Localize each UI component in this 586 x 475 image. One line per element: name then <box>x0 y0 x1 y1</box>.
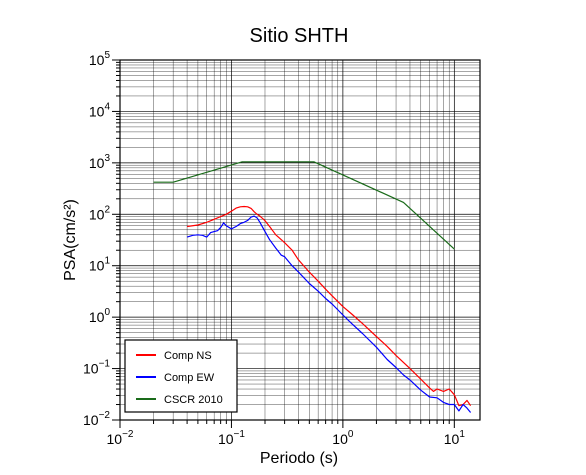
x-tick-label: 100 <box>332 429 354 447</box>
x-tick-label: 10−2 <box>107 429 134 447</box>
legend-label: Comp NS <box>164 350 212 362</box>
y-tick-label: 10−2 <box>83 410 110 428</box>
x-tick-label: 10−1 <box>218 429 245 447</box>
series-line-comp-ew <box>186 215 472 413</box>
y-tick-label: 104 <box>89 101 111 119</box>
y-tick-label: 102 <box>89 204 111 222</box>
y-tick-label: 103 <box>89 153 111 171</box>
x-tick-label: 101 <box>444 429 466 447</box>
series-line-comp-ns <box>187 205 472 407</box>
y-tick-label: 10−1 <box>83 359 110 377</box>
y-axis-label: PSA(cm/s²) <box>62 199 79 281</box>
plot-frame <box>119 59 481 421</box>
series-lines <box>153 161 472 413</box>
series-line-cscr-2010 <box>153 161 455 250</box>
x-axis-label: Periodo (s) <box>260 450 338 467</box>
y-tick-label: 105 <box>89 50 111 68</box>
legend-label: Comp EW <box>164 372 215 384</box>
legend-label: CSCR 2010 <box>164 394 223 406</box>
y-tick-label: 101 <box>89 256 111 274</box>
legend: Comp NS Comp EW CSCR 2010 <box>124 339 238 413</box>
ticks: 10−2 10−1 100 101 10−2 10−1 100 101 102 103 104 105 <box>83 50 465 447</box>
chart-title: Sitio SHTH <box>250 25 349 47</box>
grid <box>119 59 480 421</box>
y-tick-label: 100 <box>89 307 111 325</box>
